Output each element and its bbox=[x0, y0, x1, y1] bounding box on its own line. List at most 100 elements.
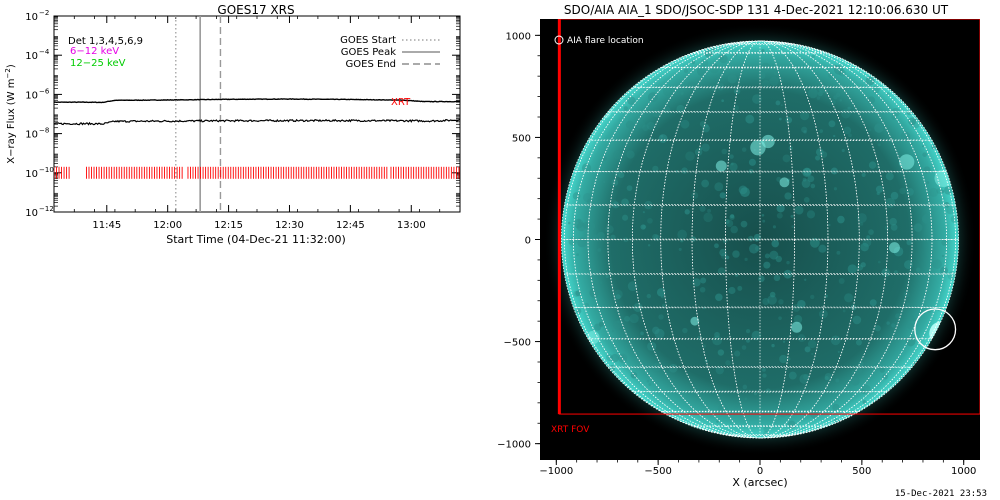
aia-texture-speckle bbox=[773, 70, 778, 76]
aia-texture-speckle bbox=[610, 353, 619, 363]
flare-legend-circle bbox=[554, 35, 564, 45]
aia-texture-speckle bbox=[725, 219, 734, 228]
aia-texture-speckle bbox=[761, 49, 765, 53]
aia-texture-speckle bbox=[824, 376, 829, 381]
aia-texture-speckle bbox=[749, 243, 759, 254]
aia-texture-speckle bbox=[709, 63, 719, 74]
aia-texture-speckle bbox=[776, 212, 783, 219]
aia-panel: SDO/AIA AIA_1 SDO/JSOC-SDP 131 4-Dec-202… bbox=[497, 3, 987, 499]
aia-texture-speckle bbox=[720, 252, 728, 260]
aia-texture-speckle bbox=[707, 208, 712, 213]
aia-texture-speckle bbox=[885, 197, 896, 208]
aia-texture-speckle bbox=[647, 92, 658, 103]
aia-texture-speckle bbox=[940, 189, 945, 194]
aia-texture-speckle bbox=[732, 250, 740, 258]
goes-x-tick-label: 11:45 bbox=[92, 220, 121, 231]
aia-texture-speckle bbox=[698, 147, 703, 151]
aia-texture-speckle bbox=[828, 120, 836, 128]
goes-x-axis-label: Start Time (04-Dec-21 11:32:00) bbox=[166, 233, 346, 246]
aia-x-tick-label: 1000 bbox=[951, 466, 976, 477]
aia-texture-speckle bbox=[622, 214, 629, 221]
aia-bright-region bbox=[888, 242, 900, 254]
aia-texture-speckle bbox=[833, 134, 836, 138]
aia-texture-speckle bbox=[696, 66, 707, 77]
fov-label: XRT FOV bbox=[551, 425, 590, 435]
aia-texture-speckle bbox=[771, 239, 780, 248]
goes-y-tick-label: 10 bbox=[25, 90, 38, 101]
aia-texture-speckle bbox=[800, 111, 810, 121]
aia-texture-speckle bbox=[677, 229, 688, 240]
aia-texture-speckle bbox=[652, 326, 660, 335]
aia-texture-speckle bbox=[811, 352, 814, 356]
aia-texture-speckle bbox=[847, 106, 851, 110]
aia-texture-speckle bbox=[877, 260, 881, 264]
aia-texture-speckle bbox=[797, 299, 806, 309]
aia-longitude-line bbox=[587, 40, 933, 439]
goes-title: GOES17 XRS bbox=[217, 3, 294, 17]
aia-texture-speckle bbox=[701, 143, 710, 152]
aia-texture-speckle bbox=[605, 225, 614, 234]
aia-texture-speckle bbox=[633, 302, 643, 313]
aia-texture-speckle bbox=[663, 106, 671, 114]
aia-texture-speckle bbox=[842, 309, 846, 313]
aia-texture-speckle bbox=[640, 331, 644, 336]
aia-texture-speckle bbox=[737, 285, 743, 291]
aia-texture-speckle bbox=[926, 181, 930, 184]
aia-texture-speckle bbox=[680, 238, 684, 243]
aia-x-tick-label: −1000 bbox=[539, 466, 573, 477]
goes-x-tick-label: 12:15 bbox=[214, 220, 243, 231]
aia-texture-speckle bbox=[762, 219, 766, 223]
aia-texture-speckle bbox=[717, 83, 725, 91]
aia-texture-speckle bbox=[851, 377, 860, 386]
aia-texture-speckle bbox=[866, 235, 871, 240]
aia-texture-speckle bbox=[936, 187, 943, 194]
aia-y-tick-labels: 1000 500 0 −500 −1000 bbox=[497, 31, 531, 450]
aia-texture-speckle bbox=[891, 323, 896, 328]
aia-texture-speckle bbox=[818, 309, 828, 319]
aia-bright-region bbox=[715, 160, 727, 172]
aia-texture-speckle bbox=[758, 275, 765, 283]
aia-texture-speckle bbox=[719, 66, 726, 73]
aia-texture-speckle bbox=[843, 126, 852, 135]
aia-texture-speckle bbox=[745, 329, 751, 334]
goes-x-tick-label: 13:00 bbox=[397, 220, 426, 231]
aia-texture-speckle bbox=[646, 121, 655, 131]
aia-texture-speckle bbox=[721, 99, 724, 103]
aia-longitude-line bbox=[691, 40, 829, 439]
aia-bright-region bbox=[690, 316, 700, 326]
aia-texture-speckle bbox=[862, 238, 872, 247]
aia-texture-speckle bbox=[745, 114, 755, 124]
aia-texture-speckle bbox=[627, 96, 636, 105]
aia-x-tick-label: −500 bbox=[644, 466, 671, 477]
goes-x-tick-label: 12:45 bbox=[336, 220, 365, 231]
aia-texture-speckle bbox=[804, 346, 811, 353]
aia-texture-speckle bbox=[701, 179, 710, 188]
aia-texture-speckle bbox=[921, 213, 932, 224]
aia-texture-speckle bbox=[776, 204, 785, 213]
aia-texture-speckle bbox=[714, 243, 719, 249]
aia-texture-speckle bbox=[860, 389, 866, 394]
goes-y-tick-exponent: −4 bbox=[39, 48, 50, 56]
aia-texture-speckle bbox=[820, 151, 828, 158]
aia-texture-speckle bbox=[685, 151, 695, 161]
aia-texture-speckle bbox=[828, 72, 834, 79]
aia-texture-speckle bbox=[683, 68, 689, 74]
aia-texture-speckle bbox=[780, 104, 783, 107]
aia-texture-speckle bbox=[775, 255, 783, 263]
aia-texture-speckle bbox=[597, 231, 605, 240]
aia-texture-speckle bbox=[618, 172, 625, 179]
aia-texture-speckle bbox=[932, 259, 942, 269]
aia-texture-speckle bbox=[929, 187, 939, 197]
aia-texture-speckle bbox=[647, 341, 657, 351]
aia-texture-speckle bbox=[642, 124, 649, 132]
aia-texture-speckle bbox=[811, 76, 816, 81]
aia-texture-speckle bbox=[741, 147, 747, 152]
goes-y-axis-label: X−ray Flux (W m−2) bbox=[4, 64, 17, 164]
aia-texture-speckle bbox=[612, 201, 620, 209]
aia-texture-speckle bbox=[884, 225, 889, 230]
aia-texture-speckle bbox=[875, 185, 884, 193]
aia-y-tick-label: 500 bbox=[512, 133, 531, 144]
aia-texture-speckle bbox=[725, 255, 730, 260]
aia-texture-speckle bbox=[865, 76, 875, 86]
aia-texture-speckle bbox=[904, 260, 913, 270]
